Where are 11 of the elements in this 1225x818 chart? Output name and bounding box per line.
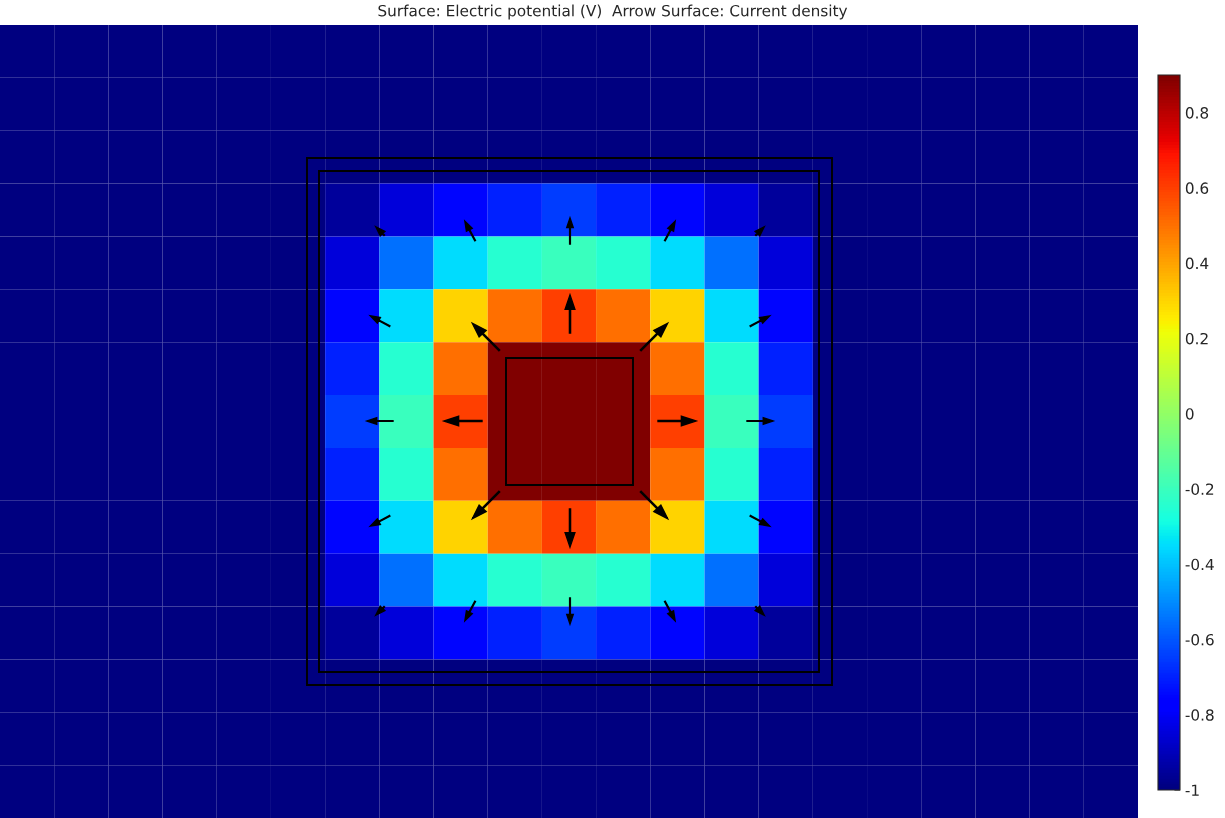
- color-bar-label: -0.8: [1185, 709, 1214, 721]
- color-bar-label: 0.8: [1185, 107, 1209, 119]
- color-bar-label: -0.2: [1185, 483, 1214, 495]
- color-bar-label: 0: [1185, 408, 1194, 420]
- color-bar-label: 0.2: [1185, 332, 1208, 345]
- chart-title: Surface: Electric potential (V) Arrow Surface: Current density: [378, 4, 848, 20]
- color-bar-label: -0.4: [1185, 558, 1214, 571]
- color-bar-label: 0.4: [1185, 257, 1209, 270]
- color-bar-label: -1: [1185, 784, 1199, 796]
- color-bar-label: -0.6: [1185, 633, 1214, 646]
- color-bar-label: 0.6: [1185, 182, 1209, 194]
